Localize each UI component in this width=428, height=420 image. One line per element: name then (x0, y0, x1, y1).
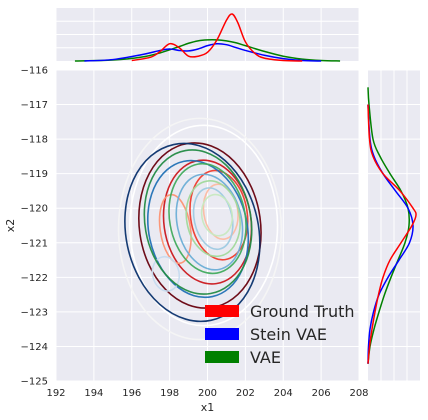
contour-ground-truth (189, 169, 249, 261)
x-marginal-stein-vae (84, 42, 322, 62)
y-marginal-grid (368, 69, 420, 382)
x-tick-label: 194 (84, 388, 103, 399)
legend-swatch-stein-vae (205, 328, 239, 340)
legend-label-ground-truth: Ground Truth (250, 302, 355, 321)
y-tick-label: −123 (21, 307, 48, 318)
legend-label-vae: VAE (250, 348, 281, 367)
x-axis-label: x1 (201, 401, 215, 414)
y-tick-label: −118 (21, 135, 48, 146)
y-tick-labels: −125 −124 −123 −122 −121 −120 −119 −118 −117 −116 (21, 66, 48, 388)
legend: Ground Truth Stein VAE VAE (205, 302, 355, 367)
y-tick-label: −121 (21, 238, 48, 249)
y-tick-label: −117 (21, 100, 48, 111)
contour-vae (200, 193, 234, 237)
y-marginal-ground-truth (367, 104, 417, 364)
contour-vae (168, 162, 247, 275)
x-marginal-ground-truth (131, 13, 303, 62)
x-tick-label: 200 (198, 388, 217, 399)
contour-stein-vae (151, 255, 181, 292)
y-tick-label: −116 (21, 66, 48, 77)
y-marginal-curves (367, 87, 417, 364)
y-tick-label: −122 (21, 273, 48, 284)
x-marginal-curves (74, 13, 341, 62)
x-tick-label: 192 (46, 388, 65, 399)
contour-outer (117, 117, 283, 341)
x-tick-label: 206 (312, 388, 331, 399)
y-tick-label: −120 (21, 204, 48, 215)
x-marginal-grid (55, 8, 360, 61)
y-tick-label: −124 (21, 342, 48, 353)
contour-stein-vae (124, 142, 261, 323)
x-tick-label: 196 (122, 388, 141, 399)
y-marginal-stein-vae (367, 104, 414, 364)
contour-vae (185, 180, 241, 258)
x-tick-label: 198 (160, 388, 179, 399)
legend-swatch-ground-truth (205, 305, 239, 317)
kde-contours (117, 117, 283, 341)
contour-outer (129, 124, 279, 327)
x-tick-label: 202 (236, 388, 255, 399)
x-tick-label: 208 (349, 388, 368, 399)
x-tick-label: 204 (274, 388, 293, 399)
legend-swatch-vae (205, 351, 239, 363)
legend-label-stein-vae: Stein VAE (250, 325, 327, 344)
y-tick-label: −119 (21, 169, 48, 180)
y-axis-label: x2 (4, 219, 17, 233)
contour-stein-vae (175, 173, 244, 271)
x-tick-labels: 192 194 196 198 200 202 204 206 208 (46, 388, 368, 399)
y-tick-label: −125 (21, 377, 48, 388)
contour-vae (143, 149, 253, 295)
